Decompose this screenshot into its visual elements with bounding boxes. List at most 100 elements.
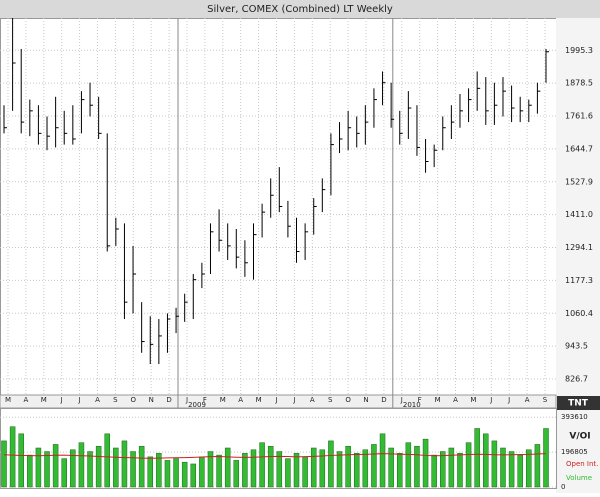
y-tick-label: 943.5 — [565, 342, 588, 351]
volume-bar — [27, 454, 33, 488]
volume-bar — [465, 442, 472, 488]
volume-bar — [440, 451, 446, 488]
volume-bar — [319, 449, 326, 488]
volume-bar — [526, 449, 532, 488]
x-tick-label: M — [470, 396, 476, 404]
volume-bar — [293, 453, 300, 488]
legend-title: V/OI — [569, 432, 590, 442]
volume-bar — [199, 456, 205, 488]
x-tick-label: M — [5, 396, 11, 404]
volume-bar — [414, 445, 420, 488]
x-tick-label: M — [435, 396, 441, 404]
volume-bar — [345, 445, 351, 488]
y-tick-label: 1294.1 — [565, 243, 593, 252]
volume-bar — [353, 453, 360, 488]
volume-bar — [371, 444, 377, 488]
x-tick-label: J — [292, 396, 295, 404]
x-tick-label: A — [24, 396, 29, 404]
volume-bar — [500, 447, 506, 488]
volume-bar — [216, 454, 222, 488]
volume-bar — [405, 442, 412, 488]
y-tick-label: 393610 — [561, 413, 588, 421]
volume-bar — [35, 447, 42, 488]
x-tick-label: D — [381, 396, 386, 404]
x-tick-label: J — [507, 396, 510, 404]
volume-bar — [70, 449, 76, 488]
x-tick-label: N — [363, 396, 368, 404]
legend-entry: Volume — [566, 474, 592, 482]
right-axis — [556, 18, 600, 493]
volume-bar — [457, 453, 463, 488]
volume-bar — [328, 440, 334, 488]
x-tick-label: A — [238, 396, 243, 404]
x-tick-label: A — [453, 396, 458, 404]
volume-bar — [396, 453, 403, 488]
logo-bg — [557, 396, 600, 410]
volume-bar — [474, 428, 480, 488]
x-tick-label: S — [328, 396, 333, 404]
y-tick-label: 1177.3 — [565, 276, 593, 285]
volume-bar — [543, 428, 549, 488]
volume-bar — [422, 438, 429, 488]
x-tick-label: O — [345, 396, 351, 404]
volume-bar — [431, 454, 437, 488]
year-label: 2009 — [188, 401, 206, 409]
x-tick-label: N — [149, 396, 154, 404]
x-tick-label: J — [274, 396, 277, 404]
volume-bar — [250, 449, 257, 488]
volume-bar — [448, 447, 455, 488]
x-tick-label: F — [203, 396, 207, 404]
volume-bar — [388, 447, 394, 488]
y-tick-label: 1411.0 — [565, 210, 593, 219]
x-tick-label: J — [489, 396, 492, 404]
volume-bar — [491, 440, 498, 488]
title-bar — [0, 0, 600, 18]
volume-bar — [267, 445, 274, 488]
y-tick-label: 826.7 — [565, 375, 588, 384]
volume-bar — [207, 451, 214, 488]
x-tick-label: M — [256, 396, 262, 404]
volume-bar — [173, 458, 179, 488]
volume-bar — [1, 440, 7, 488]
y-tick-label: 0 — [561, 483, 565, 491]
y-tick-label: 196805 — [561, 448, 588, 456]
x-tick-label: A — [310, 396, 315, 404]
x-tick-label: A — [525, 396, 530, 404]
volume-bar — [95, 445, 102, 488]
logo: TNT — [568, 399, 589, 409]
chart-title: Silver, COMEX (Combined) LT Weekly — [207, 4, 393, 15]
x-tick-label: S — [543, 396, 548, 404]
x-tick-label: J — [78, 396, 81, 404]
volume-bar — [113, 447, 119, 488]
volume-bar — [78, 442, 85, 488]
x-tick-label: M — [41, 396, 47, 404]
y-tick-label: 1527.9 — [565, 177, 593, 186]
volume-bar — [233, 460, 240, 488]
volume-bar — [517, 454, 523, 488]
x-tick-label: J — [60, 396, 63, 404]
x-tick-label: J — [400, 396, 403, 404]
volume-bar — [138, 445, 145, 488]
volume-bar — [285, 458, 291, 488]
y-tick-label: 1761.6 — [565, 112, 593, 121]
x-tick-label: J — [185, 396, 188, 404]
x-tick-label: S — [113, 396, 118, 404]
volume-bar — [18, 433, 24, 488]
volume-bar — [9, 426, 16, 488]
y-tick-label: 1644.7 — [565, 144, 593, 153]
volume-bar — [508, 451, 515, 488]
volume-bar — [104, 433, 110, 488]
x-tick-label: F — [418, 396, 422, 404]
volume-bar — [164, 460, 171, 488]
volume-bar — [242, 453, 248, 488]
x-tick-label: O — [131, 396, 137, 404]
volume-bar — [259, 442, 265, 488]
volume-bar — [336, 451, 343, 488]
volume-bar — [276, 451, 283, 488]
x-tick-label: M — [220, 396, 226, 404]
volume-bar — [534, 444, 541, 488]
volume-bar — [44, 451, 50, 488]
volume-bar — [52, 444, 59, 488]
volume-bar — [87, 451, 93, 488]
